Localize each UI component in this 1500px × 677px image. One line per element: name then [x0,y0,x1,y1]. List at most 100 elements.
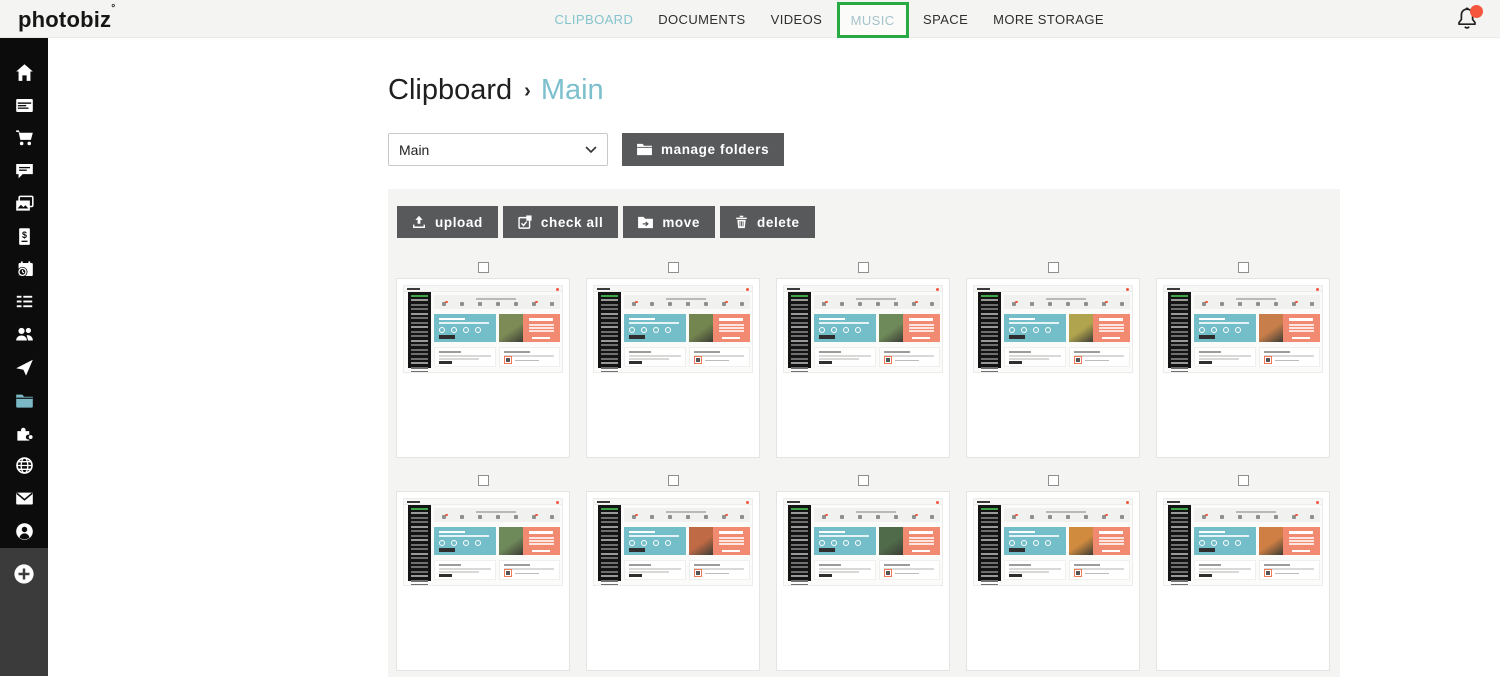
dashboard-screenshot-preview [403,285,563,373]
upload-label: upload [435,214,483,230]
account-person-icon [15,523,33,540]
tab-clipboard[interactable]: CLIPBOARD [554,11,634,27]
manage-folders-label: manage folders [661,142,770,157]
file-checkbox[interactable] [477,262,489,273]
sidebar-item-store[interactable] [0,122,48,155]
move-label: move [662,214,700,230]
file-thumbnail-cell [1156,262,1330,458]
sidebar-item-files[interactable] [0,384,48,417]
breadcrumb-separator: › [524,80,531,102]
forms-list-icon [16,296,32,308]
file-thumbnail-cell [966,262,1140,458]
file-thumbnail-cell [776,262,950,458]
files-panel: upload check all move [388,189,1340,677]
file-checkbox[interactable] [1237,262,1249,273]
breadcrumb-current-folder: Main [540,74,604,106]
file-thumbnail[interactable] [966,491,1140,671]
logo-text: photobiz [18,7,112,32]
upload-button[interactable]: upload [397,206,498,238]
file-thumbnail[interactable] [966,278,1140,458]
marketing-plane-icon [15,359,33,376]
file-thumbnail-cell [396,262,570,458]
file-thumbnail[interactable] [396,278,570,458]
logo-mark: ° [111,2,116,14]
file-thumbnail-cell [1156,475,1330,671]
sidebar-item-account[interactable] [0,515,48,548]
notifications-button[interactable] [1454,5,1483,34]
sidebar-item-integrations[interactable] [0,417,48,450]
file-thumbnail-cell [966,475,1140,671]
file-thumbnail[interactable] [776,491,950,671]
file-thumbnail-cell [586,262,760,458]
sidebar-item-clients[interactable] [0,318,48,351]
file-checkbox[interactable] [1237,475,1249,486]
file-checkbox[interactable] [667,262,679,273]
tab-more-storage[interactable]: MORE STORAGE [993,11,1104,27]
tab-videos[interactable]: VIDEOS [770,11,823,27]
file-checkbox[interactable] [477,475,489,486]
gallery-icon [15,195,34,211]
sidebar-item-gallery[interactable] [0,187,48,220]
store-cart-icon [15,130,33,146]
website-builder-icon [15,98,33,112]
file-checkbox[interactable] [1047,262,1059,273]
file-thumbnail-cell [586,475,760,671]
sidebar-item-email[interactable] [0,482,48,515]
home-icon [15,64,33,81]
folder-controls: Main manage folders [388,133,1340,166]
dashboard-screenshot-preview [783,285,943,373]
top-nav: CLIPBOARD DOCUMENTS VIDEOS MUSIC SPACE M… [542,0,1116,38]
dashboard-screenshot-preview [973,498,1133,586]
thumbnail-grid [396,262,1332,671]
sidebar-item-website-builder[interactable] [0,89,48,122]
invoice-icon: $ [18,228,30,245]
folder-select[interactable]: Main [388,133,608,166]
check-all-label: check all [540,214,604,230]
delete-label: delete [756,214,800,230]
file-thumbnail[interactable] [396,491,570,671]
sidebar-item-scheduler[interactable] [0,253,48,286]
files-folder-icon [15,394,33,408]
dashboard-screenshot-preview [973,285,1133,373]
clients-icon [15,328,33,341]
delete-button[interactable]: delete [719,206,815,238]
messages-icon [15,164,33,179]
sidebar-item-invoices[interactable]: $ [0,220,48,253]
files-toolbar: upload check all move [397,206,1332,238]
upload-icon [413,215,425,228]
file-thumbnail[interactable] [586,491,760,671]
manage-folders-button[interactable]: manage folders [622,133,785,166]
move-folder-icon [638,216,654,228]
sidebar-item-messages[interactable] [0,154,48,187]
file-thumbnail[interactable] [1156,491,1330,671]
dashboard-screenshot-preview [593,285,753,373]
integrations-puzzle-icon [16,427,33,441]
check-all-button[interactable]: check all [502,206,619,238]
left-sidebar: $ [0,38,48,676]
sidebar-item-forms[interactable] [0,286,48,319]
sidebar-item-domains[interactable] [0,450,48,483]
sidebar-item-add-new[interactable] [0,562,48,586]
sidebar-item-home[interactable] [0,56,48,89]
move-button[interactable]: move [623,206,715,238]
main-area: Clipboard › Main Main manage folders [48,38,1500,677]
tab-documents[interactable]: DOCUMENTS [658,11,746,27]
file-thumbnail[interactable] [776,278,950,458]
breadcrumb-section: Clipboard [388,74,513,106]
file-checkbox[interactable] [667,475,679,486]
dashboard-screenshot-preview [783,498,943,586]
file-checkbox[interactable] [1047,475,1059,486]
email-icon [15,492,33,505]
tab-space[interactable]: SPACE [923,11,969,27]
manage-folder-icon [637,143,652,156]
file-thumbnail[interactable] [586,278,760,458]
folder-select-value: Main [399,141,430,158]
file-checkbox[interactable] [857,262,869,273]
file-thumbnail[interactable] [1156,278,1330,458]
photobiz-logo[interactable]: photobiz° [18,3,115,33]
file-checkbox[interactable] [857,475,869,486]
tab-music[interactable]: MUSIC [850,12,895,28]
add-plus-icon [14,564,34,584]
notification-badge [1470,5,1483,18]
sidebar-item-marketing[interactable] [0,351,48,384]
